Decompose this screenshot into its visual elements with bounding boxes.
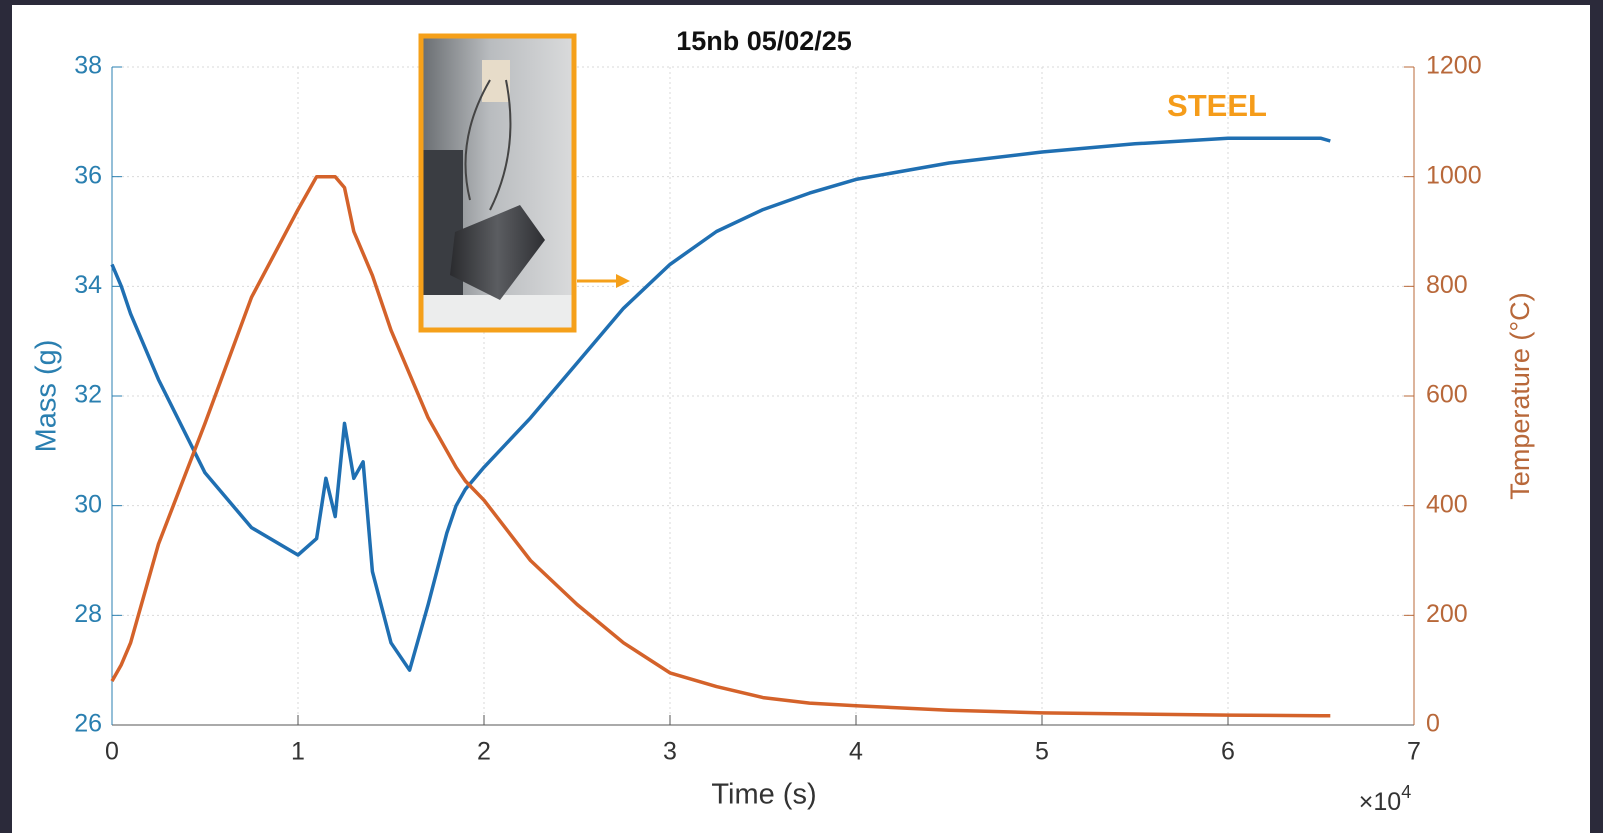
inset-photo [418, 33, 630, 333]
y-tick-label: 36 [74, 161, 102, 189]
y2-tick-label: 0 [1426, 710, 1440, 738]
y2-axis-label: Temperature (°C) [1505, 292, 1535, 499]
chart-title: 15nb 05/02/25 [676, 26, 852, 56]
y-tick-label: 28 [74, 600, 102, 628]
y2-tick-label: 400 [1426, 490, 1468, 518]
panel [12, 5, 1590, 833]
y2-tick-label: 1200 [1426, 52, 1482, 80]
plot-area: 0 1 2 3 4 5 6 726283032343638020040060080010001… [74, 52, 1481, 766]
photo-floor [423, 295, 572, 328]
x-multiplier: ×104 [1359, 782, 1411, 816]
x-multiplier-exponent: 4 [1401, 782, 1411, 802]
x-axis-label: Time (s) [711, 779, 816, 811]
y-tick-label: 32 [74, 381, 102, 409]
x-tick-label: 3 [663, 738, 677, 766]
y-tick-label: 26 [74, 710, 102, 738]
x-tick-label: 6 [1221, 738, 1235, 766]
x-tick-label: 5 [1035, 738, 1049, 766]
photo-sample [450, 205, 545, 300]
y-axis-label: Mass (g) [31, 340, 63, 453]
x-multiplier-base: ×10 [1359, 788, 1401, 816]
y-tick-label: 38 [74, 52, 102, 80]
x-tick-label: 7 [1407, 738, 1421, 766]
arrow-head [616, 274, 630, 288]
x-tick-label: 4 [849, 738, 863, 766]
x-tick-label: 2 [477, 738, 491, 766]
y2-tick-label: 800 [1426, 271, 1468, 299]
y-tick-label: 34 [74, 271, 102, 299]
y2-tick-label: 200 [1426, 600, 1468, 628]
photo-wire [464, 79, 512, 211]
y2-tick-label: 600 [1426, 381, 1468, 409]
x-tick-label: 1 [291, 738, 305, 766]
x-tick-label: 0 [105, 738, 119, 766]
y2-tick-label: 1000 [1426, 161, 1482, 189]
inset-border [418, 33, 577, 333]
annotation: STEEL [1167, 88, 1267, 123]
series-line [110, 174, 1331, 718]
y-tick-label: 30 [74, 490, 102, 518]
series-line [110, 136, 1331, 672]
